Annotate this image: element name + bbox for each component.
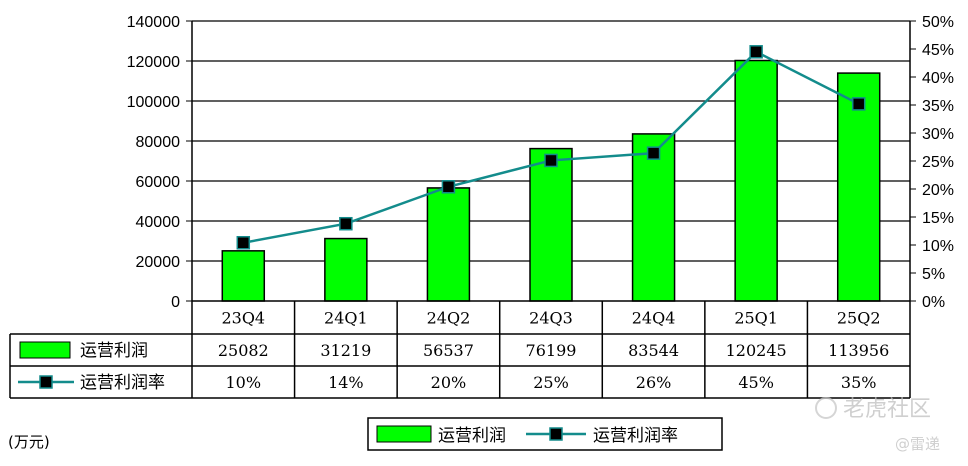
table-cell-margin: 10% bbox=[226, 373, 262, 392]
y-left-tick-label: 120000 bbox=[127, 54, 180, 71]
watermark-sub: @雷递 bbox=[895, 435, 940, 453]
x-tick-label: 25Q1 bbox=[734, 309, 778, 328]
bar bbox=[221, 250, 266, 302]
y-right-tick-label: 5% bbox=[922, 266, 945, 283]
line-point bbox=[236, 236, 251, 250]
table-cell-profit: 120245 bbox=[726, 341, 787, 360]
x-tick-label: 24Q2 bbox=[427, 309, 471, 328]
table-cell-margin: 14% bbox=[328, 373, 364, 392]
row-key-bar-swatch bbox=[19, 341, 71, 359]
y-left-tick-label: 60000 bbox=[136, 174, 181, 191]
y-right-tick-label: 15% bbox=[922, 210, 954, 227]
y-left-tick-label: 40000 bbox=[136, 214, 181, 231]
y-right-tick-label: 0% bbox=[922, 294, 945, 311]
legend-label-margin: 运营利润率 bbox=[593, 426, 678, 446]
x-tick-label: 25Q2 bbox=[837, 309, 881, 328]
table-cell-profit: 83544 bbox=[628, 341, 679, 360]
y-right-tick-label: 40% bbox=[922, 70, 954, 87]
y-left-tick-label: 100000 bbox=[127, 94, 180, 111]
table-cell-margin: 20% bbox=[431, 373, 467, 392]
table-cell-margin: 26% bbox=[636, 373, 672, 392]
y-right-tick-label: 45% bbox=[922, 42, 954, 59]
table-cell-profit: 31219 bbox=[320, 341, 371, 360]
bar bbox=[529, 147, 573, 302]
row-header-profit: 运营利润 bbox=[80, 341, 148, 361]
line-series bbox=[236, 45, 866, 250]
bar bbox=[324, 237, 368, 302]
data-table: 23Q4 24Q1 24Q2 24Q3 24Q4 25Q1 25Q2 25082 31219 56… bbox=[9, 300, 911, 399]
table-cell-profit: 25082 bbox=[218, 341, 269, 360]
x-tick-label: 24Q4 bbox=[632, 309, 676, 328]
table-cell-profit: 56537 bbox=[423, 341, 474, 360]
y-right-tick-label: 50% bbox=[922, 14, 954, 31]
y-left-tick-label: 80000 bbox=[136, 134, 181, 151]
line-point bbox=[441, 180, 456, 194]
axes: 0 20000 40000 60000 80000 100000 120000 140000 0… bbox=[127, 14, 954, 311]
line-point bbox=[544, 153, 558, 168]
legend: 运营利润 运营利润率 bbox=[367, 417, 723, 451]
bar bbox=[631, 133, 676, 302]
legend-marker-swatch bbox=[549, 427, 563, 441]
y-right-tick-label: 20% bbox=[922, 182, 954, 199]
line-point bbox=[749, 45, 763, 59]
row-key-marker-swatch bbox=[39, 375, 53, 389]
table-cell-margin: 25% bbox=[533, 373, 569, 392]
y-right-tick-label: 25% bbox=[922, 154, 954, 171]
watermark: 老虎社区 @雷递 bbox=[815, 397, 940, 453]
y-right-tick-label: 35% bbox=[922, 98, 954, 115]
table-cell-profit: 113956 bbox=[828, 341, 889, 360]
x-tick-label: 24Q1 bbox=[324, 309, 368, 328]
bar bbox=[426, 187, 471, 302]
unit-label: (万元) bbox=[8, 433, 50, 451]
x-tick-label: 24Q3 bbox=[529, 309, 573, 328]
line-point bbox=[646, 146, 661, 160]
line-point bbox=[339, 216, 353, 231]
watermark-text: 老虎社区 bbox=[843, 397, 931, 422]
y-left-tick-label: 0 bbox=[171, 294, 180, 311]
row-header-margin: 运营利润率 bbox=[80, 373, 165, 393]
legend-bar-swatch bbox=[376, 425, 432, 443]
bar bbox=[734, 59, 778, 302]
tiger-logo-icon bbox=[815, 397, 837, 419]
table-cell-margin: 45% bbox=[738, 373, 774, 392]
table-cell-margin: 35% bbox=[841, 373, 877, 392]
bar-series bbox=[221, 59, 881, 302]
table-cell-profit: 76199 bbox=[526, 341, 577, 360]
legend-label-profit: 运营利润 bbox=[438, 426, 506, 446]
x-tick-label: 23Q4 bbox=[221, 309, 265, 328]
y-right-tick-label: 30% bbox=[922, 126, 954, 143]
y-right-tick-label: 10% bbox=[922, 238, 954, 255]
y-left-tick-label: 20000 bbox=[136, 254, 181, 271]
line-point bbox=[851, 97, 866, 111]
bar bbox=[836, 72, 881, 302]
y-left-tick-label: 140000 bbox=[127, 14, 180, 31]
